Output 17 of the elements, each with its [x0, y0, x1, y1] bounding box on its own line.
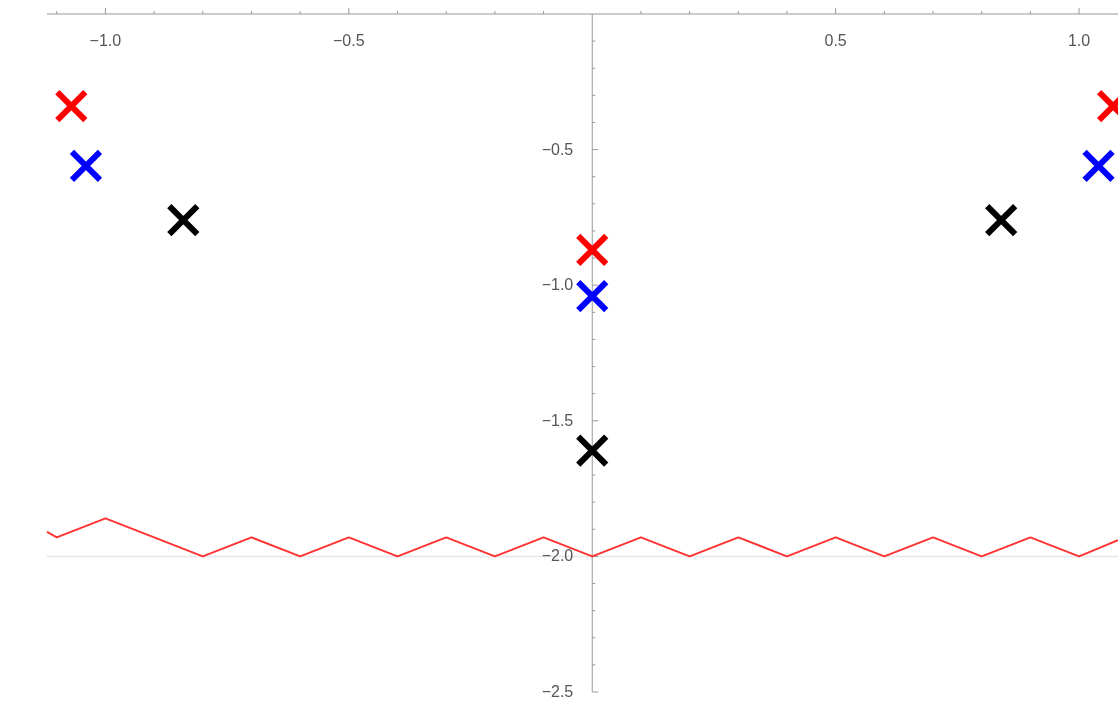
- x-tick-label: −0.5: [333, 32, 365, 49]
- point: [68, 148, 103, 183]
- x-tick-label: −1.0: [89, 32, 122, 49]
- point: [575, 433, 610, 468]
- point: [575, 232, 610, 267]
- point: [54, 89, 89, 124]
- x-tick-label: 0.5: [824, 32, 847, 49]
- y-tick-label: −0.5: [541, 140, 574, 158]
- y-tick-label: −1.5: [541, 411, 574, 429]
- y-tick-label: −2.5: [541, 683, 574, 700]
- x-tick-label: 1.0: [1067, 32, 1091, 49]
- y-tick-label: −1.0: [541, 276, 574, 294]
- point: [575, 279, 610, 314]
- point: [1081, 148, 1116, 183]
- y-tick-label: −2.0: [541, 547, 574, 565]
- point: [984, 203, 1019, 238]
- point: [166, 203, 201, 238]
